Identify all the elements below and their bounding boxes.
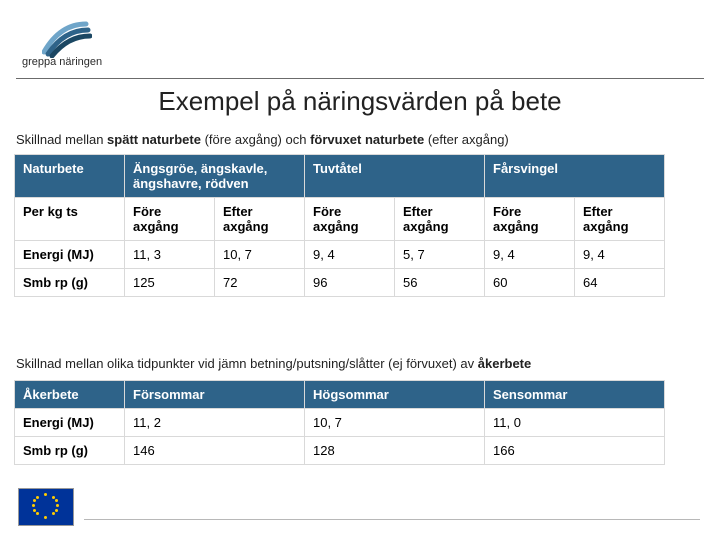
- table-row: Energi (MJ) 11, 2 10, 7 11, 0: [15, 409, 665, 437]
- table-row: Smb rp (g) 146 128 166: [15, 437, 665, 465]
- th: Försommar: [125, 381, 305, 409]
- table-subheader-row: Per kg ts Före axgång Efter axgång Före …: [15, 198, 665, 241]
- th: Tuvtåtel: [305, 155, 485, 198]
- logo-text: greppa näringen: [22, 56, 102, 68]
- section1-subhead: Skillnad mellan spätt naturbete (före ax…: [0, 132, 720, 147]
- cell: 128: [305, 437, 485, 465]
- row-label: Smb rp (g): [15, 437, 125, 465]
- cell: 166: [485, 437, 665, 465]
- cell: 9, 4: [485, 241, 575, 269]
- row-label: Smb rp (g): [15, 269, 125, 297]
- th: Fårsvingel: [485, 155, 665, 198]
- logo-swoosh-icon: [42, 18, 92, 58]
- th: Efter axgång: [215, 198, 305, 241]
- text: Skillnad mellan olika tidpunkter vid jäm…: [16, 356, 478, 371]
- th: Före axgång: [125, 198, 215, 241]
- footer-rule: [84, 519, 700, 520]
- cell: 125: [125, 269, 215, 297]
- table-row: Smb rp (g) 125 72 96 56 60 64: [15, 269, 665, 297]
- cell: 9, 4: [305, 241, 395, 269]
- cell: 64: [575, 269, 665, 297]
- row-label: Energi (MJ): [15, 409, 125, 437]
- cell: 11, 0: [485, 409, 665, 437]
- text-bold: åkerbete: [478, 356, 531, 371]
- text: (före axgång) och: [201, 132, 310, 147]
- th: Efter axgång: [575, 198, 665, 241]
- th: Före axgång: [485, 198, 575, 241]
- text: (efter axgång): [424, 132, 509, 147]
- text: Skillnad mellan: [16, 132, 107, 147]
- th: Naturbete: [15, 155, 125, 198]
- cell: 11, 2: [125, 409, 305, 437]
- cell: 9, 4: [575, 241, 665, 269]
- th: Per kg ts: [15, 198, 125, 241]
- page-title: Exempel på näringsvärden på bete: [0, 86, 720, 117]
- cell: 96: [305, 269, 395, 297]
- cell: 5, 7: [395, 241, 485, 269]
- cell: 10, 7: [215, 241, 305, 269]
- text-bold: förvuxet naturbete: [310, 132, 424, 147]
- cell: 11, 3: [125, 241, 215, 269]
- cell: 60: [485, 269, 575, 297]
- table-row: Energi (MJ) 11, 3 10, 7 9, 4 5, 7 9, 4 9…: [15, 241, 665, 269]
- cell: 56: [395, 269, 485, 297]
- table-header-row: Naturbete Ängsgröe, ängskavle, ängshavre…: [15, 155, 665, 198]
- section2-subhead: Skillnad mellan olika tidpunkter vid jäm…: [0, 356, 720, 371]
- table-header-row: Åkerbete Försommar Högsommar Sensommar: [15, 381, 665, 409]
- text-bold: spätt naturbete: [107, 132, 201, 147]
- eu-flag-icon: [18, 488, 74, 526]
- table-naturbete: Naturbete Ängsgröe, ängskavle, ängshavre…: [14, 154, 665, 297]
- th: Högsommar: [305, 381, 485, 409]
- table-akerbete: Åkerbete Försommar Högsommar Sensommar E…: [14, 380, 665, 465]
- th: Före axgång: [305, 198, 395, 241]
- th: Ängsgröe, ängskavle, ängshavre, rödven: [125, 155, 305, 198]
- cell: 72: [215, 269, 305, 297]
- title-rule: [16, 78, 704, 79]
- th: Sensommar: [485, 381, 665, 409]
- cell: 10, 7: [305, 409, 485, 437]
- cell: 146: [125, 437, 305, 465]
- row-label: Energi (MJ): [15, 241, 125, 269]
- th: Efter axgång: [395, 198, 485, 241]
- th: Åkerbete: [15, 381, 125, 409]
- logo: [42, 18, 92, 58]
